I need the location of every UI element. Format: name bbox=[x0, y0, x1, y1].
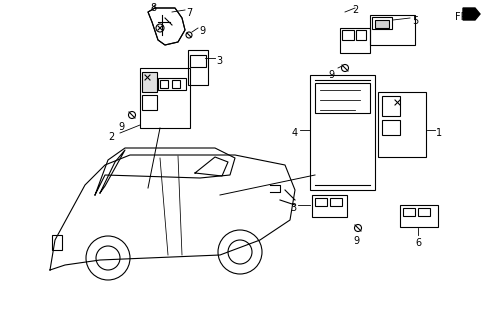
Bar bbox=[314, 198, 326, 206]
Bar bbox=[369, 15, 414, 45]
Text: 2: 2 bbox=[108, 132, 114, 142]
Text: 5: 5 bbox=[411, 16, 417, 26]
Bar bbox=[158, 78, 186, 90]
Bar bbox=[52, 235, 62, 250]
Bar bbox=[377, 92, 425, 157]
Polygon shape bbox=[462, 8, 479, 20]
Bar bbox=[399, 205, 437, 227]
Text: 9: 9 bbox=[198, 26, 205, 36]
Bar bbox=[314, 83, 369, 113]
Bar bbox=[160, 80, 168, 88]
Text: 8: 8 bbox=[150, 3, 156, 13]
Bar bbox=[188, 50, 207, 85]
Text: FR.: FR. bbox=[454, 12, 469, 22]
Bar bbox=[140, 68, 189, 128]
Text: 9: 9 bbox=[352, 236, 358, 246]
Bar bbox=[355, 30, 365, 40]
Bar bbox=[189, 55, 205, 67]
Text: 7: 7 bbox=[186, 8, 192, 18]
Text: 6: 6 bbox=[414, 238, 420, 248]
Bar bbox=[172, 80, 180, 88]
Bar bbox=[339, 28, 369, 53]
Text: 3: 3 bbox=[215, 56, 221, 66]
Bar bbox=[371, 17, 391, 29]
Text: 2: 2 bbox=[351, 5, 357, 15]
Text: 3: 3 bbox=[290, 203, 296, 213]
Bar bbox=[142, 72, 157, 92]
Bar bbox=[329, 198, 341, 206]
Bar bbox=[374, 20, 388, 28]
Text: 9: 9 bbox=[327, 70, 334, 80]
Bar bbox=[312, 195, 346, 217]
Bar bbox=[310, 75, 374, 190]
Polygon shape bbox=[50, 155, 295, 270]
Bar bbox=[142, 95, 157, 110]
Text: 4: 4 bbox=[292, 128, 298, 138]
Bar bbox=[381, 120, 399, 135]
Bar bbox=[417, 208, 429, 216]
Bar bbox=[381, 96, 399, 116]
Bar bbox=[402, 208, 414, 216]
Bar bbox=[341, 30, 353, 40]
Text: 9: 9 bbox=[118, 122, 124, 132]
Text: 1: 1 bbox=[435, 128, 441, 138]
